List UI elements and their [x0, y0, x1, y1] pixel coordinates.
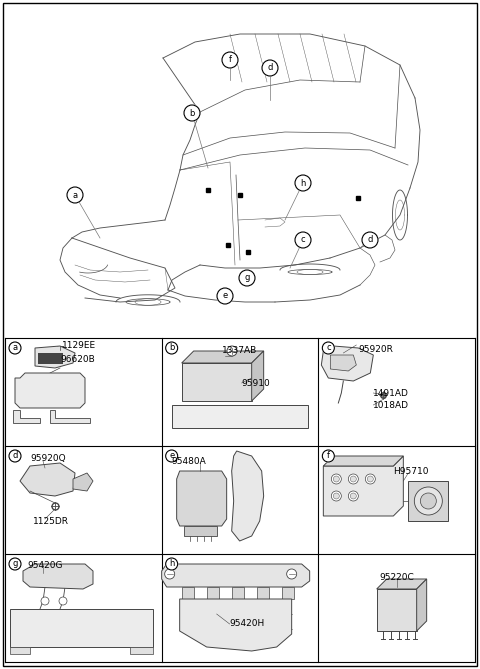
Polygon shape [130, 647, 153, 654]
Polygon shape [13, 410, 40, 423]
Polygon shape [10, 647, 30, 654]
Circle shape [333, 493, 339, 499]
Text: 95910: 95910 [241, 379, 270, 387]
Polygon shape [408, 481, 448, 521]
Circle shape [350, 476, 356, 482]
Circle shape [365, 474, 375, 484]
Text: f: f [228, 56, 231, 64]
Text: 95420H: 95420H [229, 619, 265, 628]
Text: 1125DR: 1125DR [33, 516, 69, 526]
Circle shape [9, 342, 21, 354]
Text: a: a [12, 343, 18, 353]
Circle shape [295, 232, 311, 248]
Circle shape [295, 175, 311, 191]
Polygon shape [330, 355, 356, 371]
Polygon shape [207, 587, 219, 599]
Polygon shape [23, 564, 93, 589]
Circle shape [227, 346, 237, 356]
Polygon shape [181, 587, 193, 599]
Circle shape [239, 270, 255, 286]
Polygon shape [180, 599, 292, 651]
Polygon shape [20, 463, 75, 496]
Text: 1337AB: 1337AB [222, 346, 258, 355]
Polygon shape [377, 579, 427, 589]
Polygon shape [181, 351, 264, 363]
Circle shape [184, 105, 200, 121]
Circle shape [67, 187, 83, 203]
Polygon shape [50, 410, 90, 423]
Polygon shape [73, 473, 93, 491]
Text: 1129EE: 1129EE [62, 341, 96, 351]
Circle shape [331, 474, 341, 484]
Circle shape [323, 342, 335, 354]
Text: 95480A: 95480A [172, 456, 206, 466]
Circle shape [414, 487, 443, 515]
Polygon shape [10, 609, 153, 647]
Circle shape [348, 474, 359, 484]
Text: 95420G: 95420G [27, 561, 62, 570]
Polygon shape [257, 587, 269, 599]
Text: c: c [326, 343, 331, 353]
Text: 95920Q: 95920Q [30, 454, 66, 464]
Text: f: f [327, 452, 330, 460]
Text: c: c [300, 235, 305, 244]
Polygon shape [417, 579, 427, 631]
Polygon shape [377, 589, 417, 631]
Text: e: e [169, 452, 174, 460]
Polygon shape [321, 346, 373, 381]
Circle shape [367, 476, 373, 482]
Text: g: g [244, 274, 250, 282]
Text: d: d [267, 64, 273, 72]
Text: g: g [12, 559, 18, 569]
Text: 95220C: 95220C [379, 573, 414, 581]
Circle shape [166, 342, 178, 354]
Text: 96620B: 96620B [60, 355, 95, 365]
Polygon shape [177, 471, 227, 526]
Circle shape [348, 491, 359, 501]
Circle shape [333, 476, 339, 482]
Text: 95920R: 95920R [359, 345, 393, 354]
Polygon shape [232, 451, 264, 541]
Polygon shape [184, 526, 216, 536]
Polygon shape [35, 346, 75, 368]
Polygon shape [162, 564, 310, 587]
Circle shape [350, 493, 356, 499]
Circle shape [41, 597, 49, 605]
Circle shape [166, 558, 178, 570]
Circle shape [331, 491, 341, 501]
Circle shape [362, 232, 378, 248]
Polygon shape [181, 363, 252, 401]
Text: b: b [189, 108, 195, 118]
Circle shape [323, 450, 335, 462]
Text: a: a [72, 191, 78, 199]
Polygon shape [172, 405, 308, 428]
Polygon shape [252, 351, 264, 401]
Text: h: h [169, 559, 174, 569]
Circle shape [165, 569, 175, 579]
Circle shape [420, 493, 436, 509]
Circle shape [9, 450, 21, 462]
Polygon shape [232, 587, 244, 599]
Polygon shape [324, 456, 403, 516]
Polygon shape [324, 456, 403, 466]
Text: b: b [169, 343, 174, 353]
Polygon shape [282, 587, 294, 599]
Text: d: d [12, 452, 18, 460]
Circle shape [9, 558, 21, 570]
Text: 1491AD: 1491AD [373, 389, 409, 397]
Circle shape [217, 288, 233, 304]
Circle shape [287, 569, 297, 579]
Text: 1018AD: 1018AD [373, 401, 409, 409]
Circle shape [59, 597, 67, 605]
Text: d: d [367, 235, 372, 244]
Circle shape [262, 60, 278, 76]
Circle shape [222, 52, 238, 68]
Text: e: e [222, 292, 228, 300]
Polygon shape [15, 373, 85, 408]
Circle shape [166, 450, 178, 462]
Text: h: h [300, 179, 306, 187]
Text: H95710: H95710 [393, 466, 429, 476]
